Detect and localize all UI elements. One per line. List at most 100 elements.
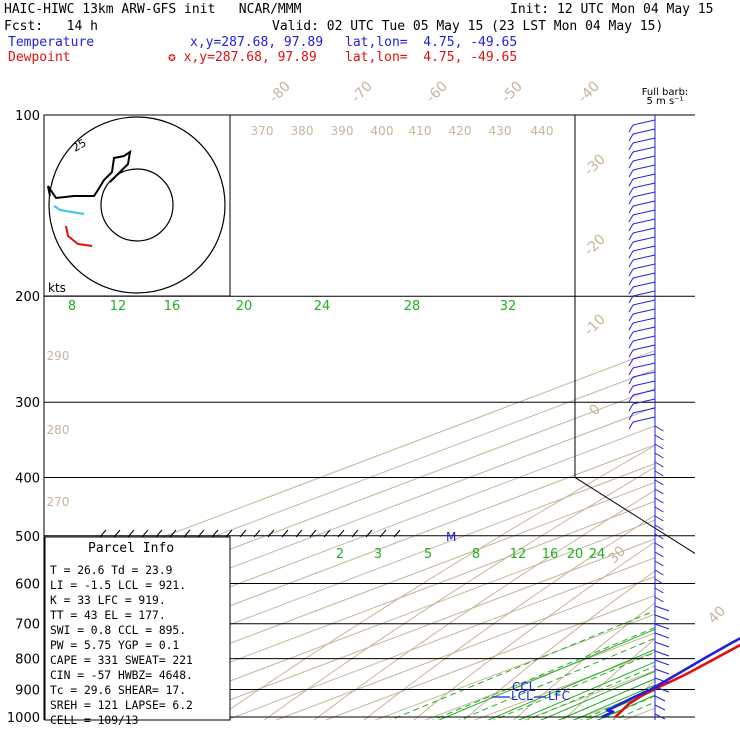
parcel-info-row: PW = 5.75 YGP = 0.1 (50, 639, 179, 652)
isotherm-label: -50 (498, 78, 525, 105)
wind-barb (632, 200, 656, 207)
isotherm-line (225, 557, 655, 720)
wind-barb (654, 533, 664, 540)
wind-barb (632, 209, 656, 216)
pressure-tick-label: 100 (15, 109, 40, 124)
dry-adiabat-line (213, 444, 655, 720)
wind-barb (632, 182, 656, 189)
wind-barb (654, 479, 664, 486)
mixing-ratio-label: 32 (500, 299, 517, 314)
wind-barb-flag (628, 295, 634, 304)
dry-adiabat-line (313, 489, 655, 720)
wind-barb (654, 713, 666, 720)
dry-adiabat-line (562, 638, 655, 720)
wind-barb-flag (628, 421, 634, 430)
wind-barb-flag (628, 394, 634, 403)
wind-barb (654, 605, 670, 612)
isotherm-label: -60 (423, 78, 450, 105)
wind-barb-flag (628, 196, 634, 205)
wind-barb (632, 416, 656, 423)
forecast-hour: Fcst: 14 h (4, 19, 98, 34)
temperature-profile (614, 643, 740, 718)
wind-barb (654, 578, 664, 585)
wind-barb (632, 137, 656, 144)
tick-mark (183, 529, 191, 538)
hodograph-ring-label: 25 (70, 136, 89, 154)
model-title: HAIC-HIWC 13km ARW-GFS init NCAR/MMM (4, 2, 302, 17)
mixing-ratio-line (431, 627, 655, 720)
wind-barb-flag (628, 322, 634, 331)
wind-barb (632, 335, 656, 342)
valid-time: Valid: 02 UTC Tue 05 May 15 (23 LST Mon … (272, 19, 664, 34)
tick-mark (281, 529, 289, 538)
wind-barb (632, 353, 656, 360)
wind-barb (654, 659, 670, 666)
tick-mark (295, 529, 303, 538)
temperature-xy: x,y=287.68, 97.89 (190, 35, 324, 50)
isotherm-label: -10 (581, 311, 608, 338)
tick-mark (365, 529, 373, 538)
init-time: Init: 12 UTC Mon 04 May 15 (510, 2, 714, 17)
wind-barb-flag (628, 133, 634, 142)
wind-barb (632, 164, 656, 171)
wind-barb (654, 650, 670, 657)
wind-barb (632, 119, 656, 126)
mixing-ratio-line (557, 678, 655, 720)
isotherm-line (175, 538, 655, 720)
wind-barb (654, 614, 670, 621)
tick-mark (337, 529, 345, 538)
isotherm-line (573, 688, 655, 720)
wind-barb (654, 695, 666, 702)
mixing-ratio-label: 24 (314, 299, 331, 314)
pressure-tick-label: 300 (15, 396, 40, 411)
isotherm-line (125, 519, 655, 720)
wind-barb (632, 317, 656, 324)
tick-mark (267, 529, 275, 538)
wind-barb-flag (628, 187, 634, 196)
mixing-ratio-line (493, 651, 655, 720)
isotherm-line (698, 102, 740, 730)
lfc-label: LFC (548, 689, 570, 703)
wind-barb-flag (628, 313, 634, 322)
mixing-ratio-label: 2 (336, 547, 344, 562)
tick-mark (309, 529, 317, 538)
wind-barb (632, 407, 656, 414)
tick-mark (155, 529, 163, 538)
mixing-ratio-label: 16 (164, 299, 181, 314)
wind-barb (654, 587, 664, 594)
mixing-ratio-label: 8 (68, 299, 76, 314)
wind-barb-flag (628, 151, 634, 160)
wind-barb (654, 524, 664, 531)
wind-barb (654, 443, 664, 450)
theta-label: 290 (47, 349, 70, 363)
hodograph-inner-ring (100, 168, 174, 242)
mixing-ratio-line (458, 637, 655, 720)
isotherm-line (324, 594, 655, 720)
plot-right-edge (574, 477, 696, 554)
hodograph-trace-low (65, 225, 93, 247)
hodograph-outer-ring (48, 116, 226, 294)
pressure-tick-label: 200 (15, 290, 40, 305)
wind-barb (654, 461, 664, 468)
melting-level-label: M (446, 530, 456, 544)
mixing-ratio-line (526, 665, 655, 720)
parcel-info-row: K = 33 LFC = 919. (50, 594, 166, 607)
theta-label: 400 (371, 124, 394, 138)
wind-barb (654, 596, 664, 603)
wind-barb (632, 362, 656, 369)
mixing-ratio-label: 3 (374, 547, 382, 562)
mixing-ratio-label: 8 (472, 547, 480, 562)
mixing-ratio-label: 12 (510, 547, 527, 562)
wind-barb-flag (628, 160, 634, 169)
theta-label: 280 (47, 423, 70, 437)
isotherm-label: -80 (266, 78, 293, 105)
mixing-ratio-line (585, 689, 655, 720)
isotherm-line (374, 613, 655, 720)
tick-mark (197, 529, 205, 538)
wind-barb-flag (628, 205, 634, 214)
mixing-ratio-line (540, 670, 655, 720)
temperature-latlon: lat,lon= 4.75, -49.65 (345, 35, 518, 50)
isotherm-label: -30 (581, 151, 608, 178)
tick-mark (169, 529, 177, 538)
